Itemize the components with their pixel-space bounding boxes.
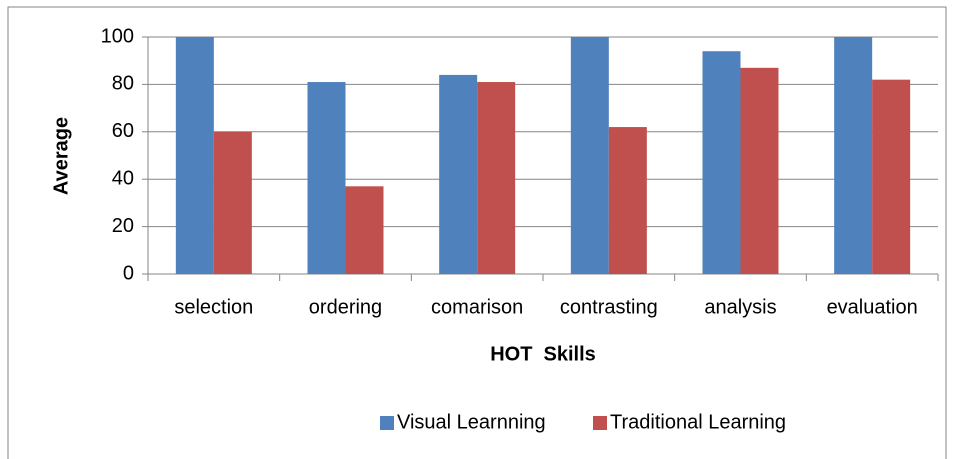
legend-label: Traditional Learning [610, 411, 786, 433]
y-tick-label: 80 [112, 73, 134, 95]
bar [477, 82, 516, 274]
x-tick-label: selection [174, 296, 253, 318]
x-tick-label: contrasting [560, 296, 658, 318]
legend-label: Visual Learnning [397, 411, 546, 433]
bar [872, 79, 911, 274]
x-tick-label: evaluation [827, 296, 918, 318]
y-tick-label: 60 [112, 120, 134, 142]
x-tick-label: comarison [431, 296, 523, 318]
x-tick-label: ordering [309, 296, 382, 318]
y-tick-label: 40 [112, 167, 134, 189]
y-tick-label: 0 [123, 262, 134, 284]
chart-frame [7, 6, 947, 459]
bar [702, 51, 741, 274]
bar [345, 186, 384, 274]
bar [439, 74, 478, 274]
bar [834, 37, 873, 274]
bar [608, 127, 647, 274]
bar [213, 131, 252, 274]
x-tick-label: analysis [704, 296, 776, 318]
legend-swatch [380, 416, 394, 430]
bar [307, 82, 346, 274]
bar [175, 37, 214, 274]
y-tick-label: 20 [112, 215, 134, 237]
x-axis-title: HOT Skills [490, 343, 596, 365]
bar [570, 37, 609, 274]
legend-swatch [593, 416, 607, 430]
y-tick-label: 100 [101, 25, 134, 47]
y-axis-title: Average [50, 117, 72, 195]
bar [740, 67, 779, 274]
